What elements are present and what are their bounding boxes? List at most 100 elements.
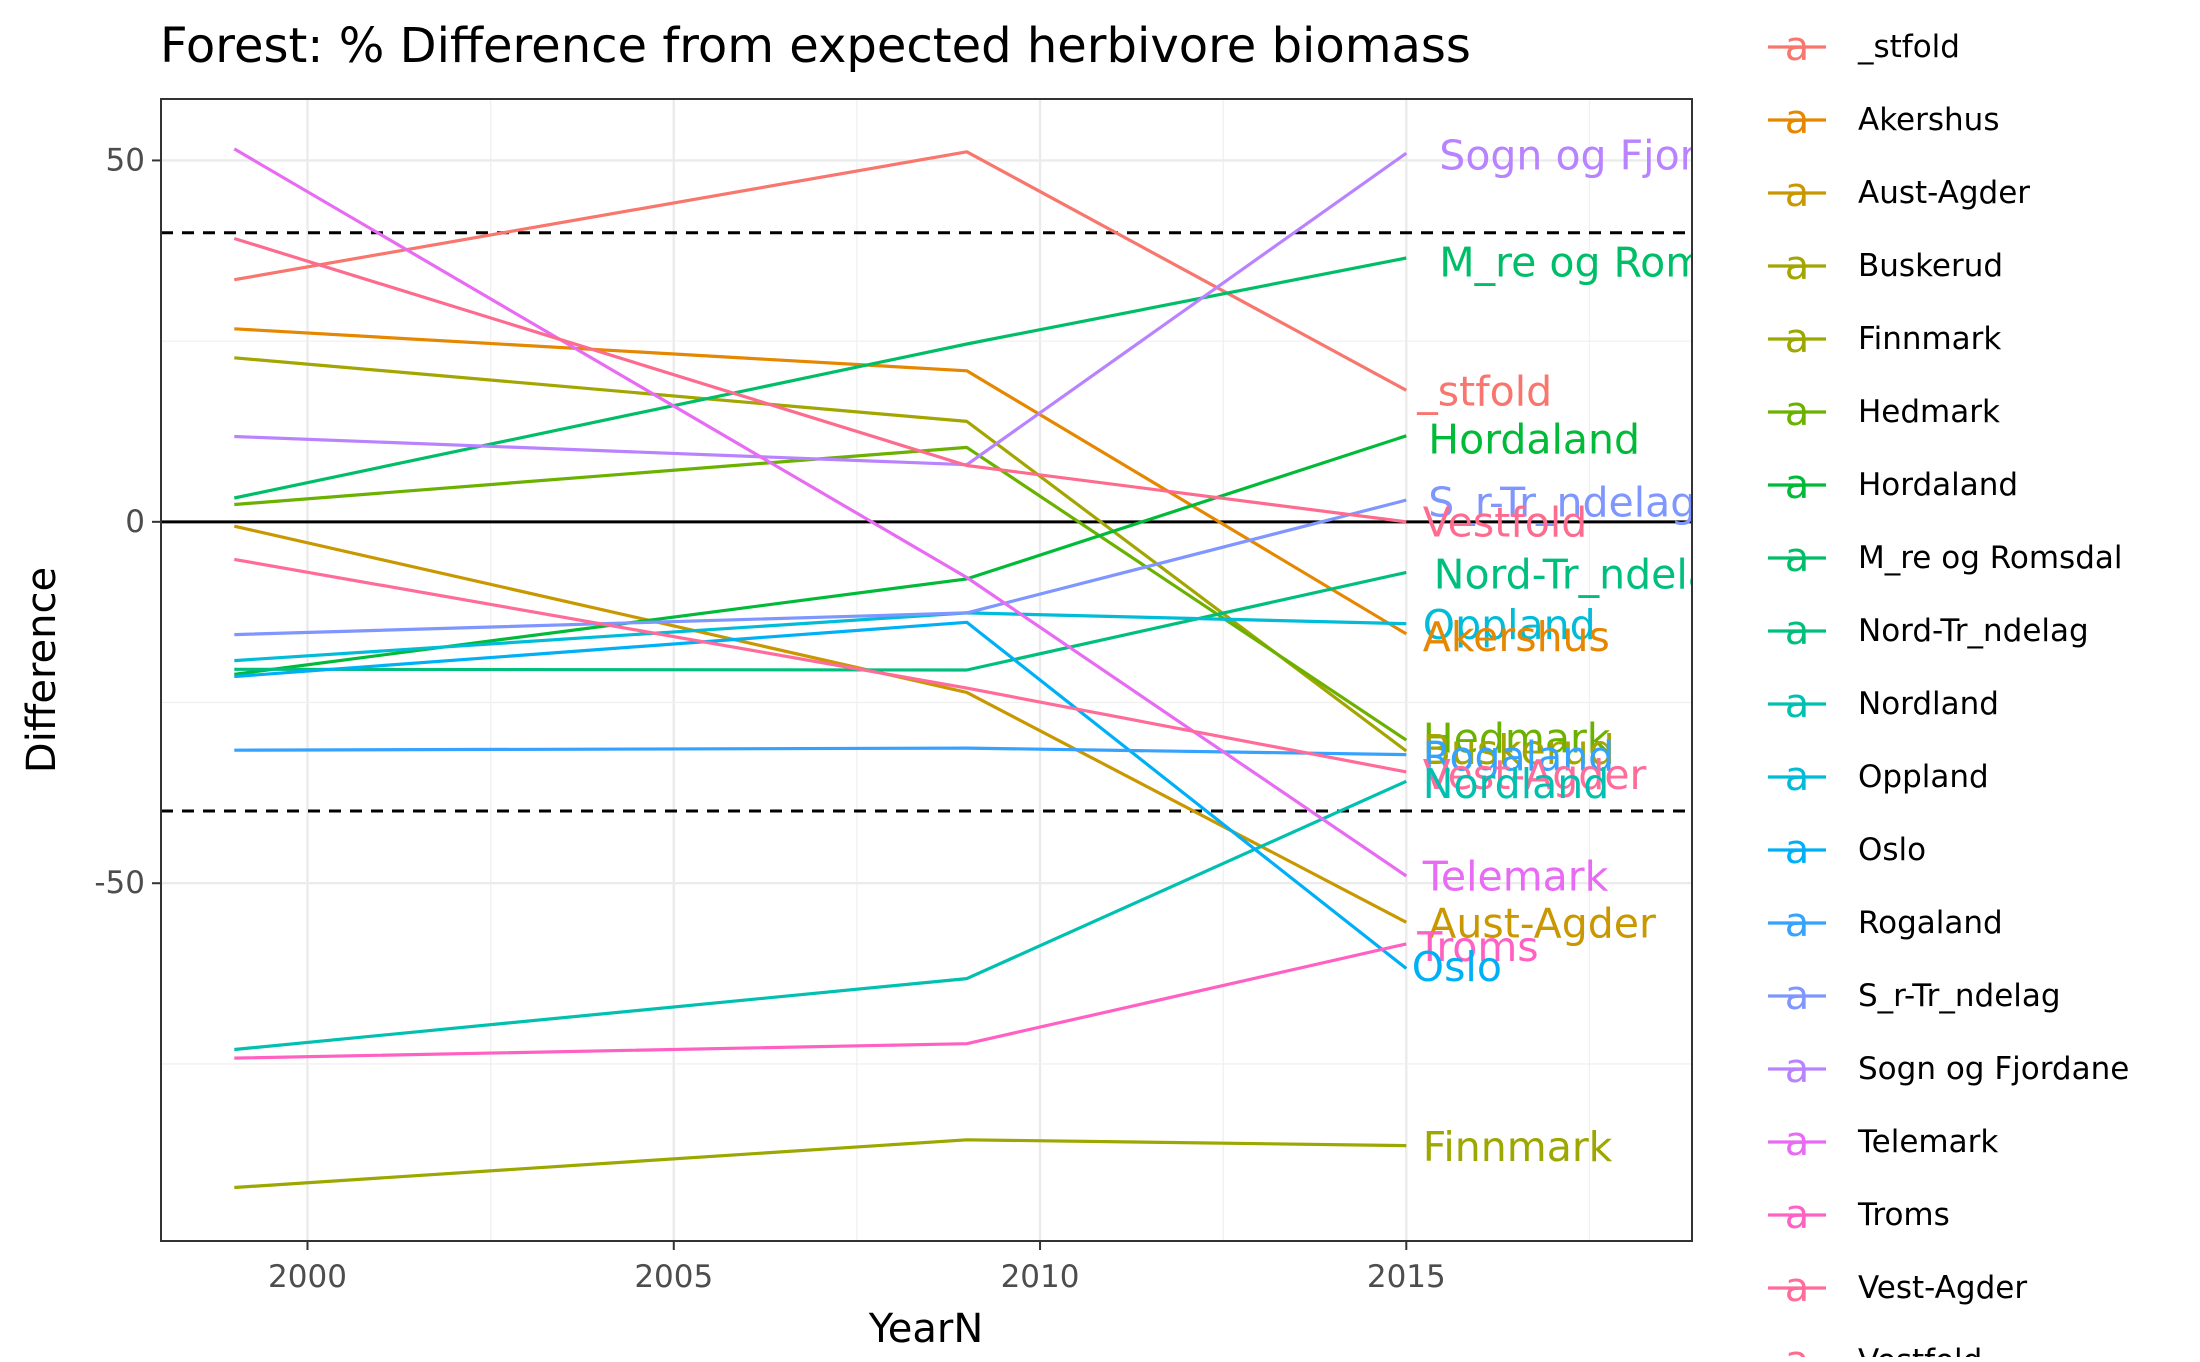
legend-key-glyph: a bbox=[1785, 389, 1810, 435]
end-label: Rogaland bbox=[1423, 733, 1614, 781]
end-label: Buskerud bbox=[1423, 726, 1615, 774]
legend-label: Vestfold bbox=[1858, 1343, 1982, 1357]
legend-key-glyph: a bbox=[1785, 827, 1810, 873]
end-label: Sogn og Fjordane bbox=[1439, 131, 1798, 179]
y-tick-label: -50 bbox=[94, 865, 145, 901]
legend-item: a Vest-Agder bbox=[1768, 1265, 2027, 1311]
legend-item: a Rogaland bbox=[1768, 900, 2003, 946]
end-labels: Sogn og Fjordane M_re og Romsdal _stfoldHo… bbox=[1412, 131, 1798, 1171]
x-axis-title: YearN bbox=[868, 1306, 984, 1352]
legend-item: a Akershus bbox=[1768, 97, 1999, 143]
legend-label: S_r-Tr_ndelag bbox=[1858, 978, 2061, 1014]
legend-item: a _stfold bbox=[1768, 24, 1960, 70]
legend-key-glyph: a bbox=[1785, 681, 1810, 727]
legend-key-glyph: a bbox=[1785, 170, 1810, 216]
end-label: Akershus bbox=[1423, 613, 1610, 661]
series-line bbox=[234, 942, 1407, 1060]
series-line bbox=[234, 1138, 1407, 1190]
legend-key-glyph: a bbox=[1785, 1119, 1810, 1165]
end-label: Hedmark bbox=[1423, 715, 1611, 763]
legend-item: a Oppland bbox=[1768, 754, 1989, 800]
legend-label: Oppland bbox=[1858, 759, 1989, 795]
legend-key-glyph: a bbox=[1785, 24, 1810, 70]
end-label: Troms bbox=[1416, 923, 1538, 971]
x-tick-label: 2015 bbox=[1367, 1259, 1446, 1295]
x-tick-label: 2000 bbox=[268, 1259, 347, 1295]
end-label: S_r-Tr_ndelag bbox=[1428, 478, 1696, 526]
legend-item: a Sogn og Fjordane bbox=[1768, 1046, 2129, 1092]
reference-lines bbox=[161, 231, 1692, 813]
legend-key-glyph: a bbox=[1785, 754, 1810, 800]
legend-key-glyph: a bbox=[1785, 97, 1810, 143]
legend-item: a Nord-Tr_ndelag bbox=[1768, 608, 2089, 654]
legend-label: Nord-Tr_ndelag bbox=[1858, 613, 2089, 649]
legend-label: Finnmark bbox=[1858, 321, 2001, 357]
legend-item: a Hordaland bbox=[1768, 462, 2018, 508]
legend-key-glyph: a bbox=[1785, 1046, 1810, 1092]
legend-label: Akershus bbox=[1858, 102, 1999, 138]
end-label: Hordaland bbox=[1428, 415, 1640, 463]
series-line bbox=[234, 746, 1407, 757]
y-tick-label: 0 bbox=[125, 504, 145, 540]
end-label: _stfold bbox=[1416, 368, 1552, 416]
legend-key-glyph: a bbox=[1785, 243, 1810, 289]
end-label: Telemark bbox=[1422, 853, 1609, 901]
legend-label: Hordaland bbox=[1858, 467, 2018, 503]
series-line bbox=[234, 498, 1407, 637]
legend-label: Nordland bbox=[1858, 686, 1999, 722]
legend-label: Rogaland bbox=[1858, 905, 2003, 941]
legend-item: a Finnmark bbox=[1768, 316, 2001, 362]
legend-item: a M_re og Romsdal bbox=[1768, 535, 2122, 581]
end-label: Vest-Agder bbox=[1423, 751, 1647, 799]
plot-border bbox=[160, 98, 1693, 1242]
legend-key-glyph: a bbox=[1785, 316, 1810, 362]
legend-item: a Troms bbox=[1768, 1192, 1950, 1238]
legend-item: a Buskerud bbox=[1768, 243, 2003, 289]
legend-item: a Nordland bbox=[1768, 681, 1999, 727]
legend-key-glyph: a bbox=[1785, 1265, 1810, 1311]
legend-label: Buskerud bbox=[1858, 248, 2003, 284]
end-label: M_re og Romsdal bbox=[1439, 238, 1789, 286]
series-line bbox=[234, 327, 1408, 636]
series-line bbox=[233, 236, 1407, 524]
legend-label: Telemark bbox=[1857, 1124, 1998, 1160]
legend-key-glyph: a bbox=[1785, 900, 1810, 946]
legend-label: Vest-Agder bbox=[1858, 1270, 2027, 1306]
end-label: Oppland bbox=[1423, 601, 1596, 649]
end-label: Oslo bbox=[1412, 943, 1502, 991]
end-label: Finnmark bbox=[1423, 1123, 1613, 1171]
axis-ticks: 2000 2005 2010 2015 50 0 -50 bbox=[94, 142, 1445, 1295]
series-line bbox=[234, 150, 1408, 392]
end-label: Vestfold bbox=[1423, 499, 1587, 547]
x-tick-label: 2005 bbox=[634, 1259, 713, 1295]
series-line bbox=[234, 779, 1407, 1052]
legend-key-glyph: a bbox=[1785, 535, 1810, 581]
end-label: Aust-Agder bbox=[1428, 900, 1656, 948]
legend-item: a Aust-Agder bbox=[1768, 170, 2030, 216]
y-tick-label: 50 bbox=[106, 142, 145, 178]
legend-key-glyph: a bbox=[1785, 973, 1810, 1019]
series-lines bbox=[233, 147, 1408, 1190]
legend-key-glyph: a bbox=[1785, 1192, 1810, 1238]
legend-label: M_re og Romsdal bbox=[1858, 540, 2122, 576]
legend-label: Troms bbox=[1857, 1197, 1950, 1233]
legend-item: a S_r-Tr_ndelag bbox=[1768, 973, 2061, 1019]
end-label: Nordland bbox=[1423, 760, 1609, 808]
legend-label: Oslo bbox=[1858, 832, 1926, 868]
series-line bbox=[233, 147, 1408, 878]
legend-item: a Oslo bbox=[1768, 827, 1926, 873]
series-line bbox=[234, 620, 1408, 970]
legend-item: a Telemark bbox=[1768, 1119, 1998, 1165]
legend-key-glyph: a bbox=[1785, 1338, 1810, 1357]
chart-title: Forest: % Difference from expected herbi… bbox=[160, 18, 1471, 74]
legend-item: a Hedmark bbox=[1768, 389, 2000, 435]
legend-key-glyph: a bbox=[1785, 462, 1810, 508]
series-line bbox=[234, 570, 1407, 672]
legend-label: Hedmark bbox=[1858, 394, 2000, 430]
legend-item: a Vestfold bbox=[1768, 1338, 1982, 1362]
legend-label: Sogn og Fjordane bbox=[1858, 1051, 2129, 1087]
end-label: Nord-Tr_ndelag bbox=[1434, 551, 1739, 599]
